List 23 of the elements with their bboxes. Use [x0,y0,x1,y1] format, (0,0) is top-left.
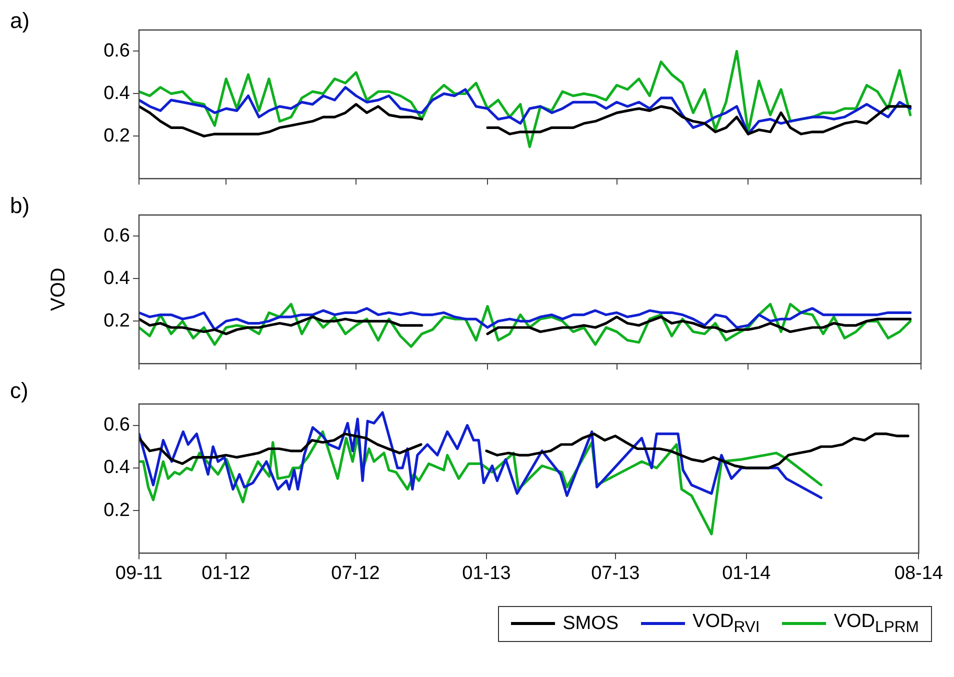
x-tick-label: 08-14 [894,562,944,584]
legend-label: VOD$_{LPRM}$ [834,611,919,637]
chart-title: b) [10,193,30,219]
y-tick-label: 0.6 [104,225,130,246]
y-tick-label: 0.4 [104,82,130,104]
y-axis-title: VOD [48,268,70,311]
x-tick-label: 09-11 [115,562,163,584]
x-tick-label: 07-13 [591,562,640,584]
chart-title: a) [10,8,30,34]
y-tick-label: 0.4 [104,268,130,289]
x-tick-label: 07-12 [331,562,380,584]
legend-label: VOD$_{RVI}$ [692,611,760,637]
y-tick-label: 0.6 [104,414,130,436]
x-tick-label: 01-12 [202,562,250,584]
y-tick-label: 0.6 [104,40,130,62]
x-tick-label: 01-14 [722,562,772,584]
chart-title: c) [10,378,28,404]
y-tick-label: 0.4 [104,457,130,478]
legend-label: SMOS [562,612,619,635]
y-tick-label: 0.2 [104,500,130,521]
x-tick-label: 01-13 [462,562,511,584]
y-tick-label: 0.2 [104,310,130,332]
y-tick-label: 0.2 [104,125,130,146]
